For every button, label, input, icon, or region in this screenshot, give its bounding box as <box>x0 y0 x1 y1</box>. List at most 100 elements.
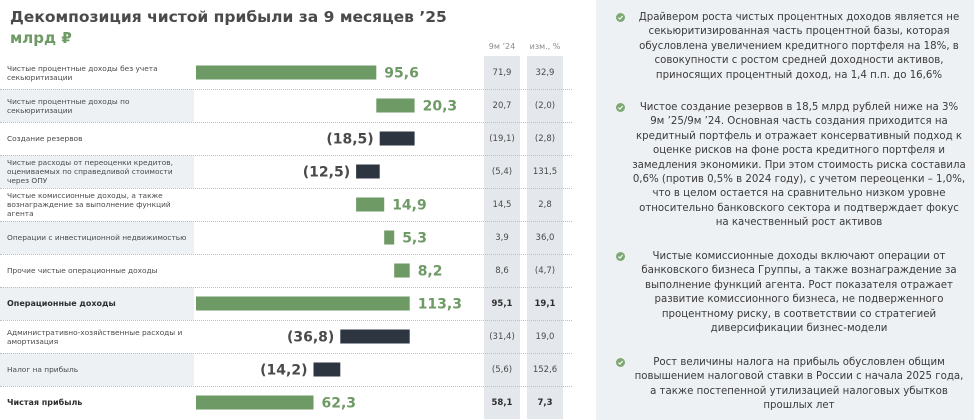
row-divider <box>0 122 572 123</box>
table-row: Создание резервов (19,1) (2,8) <box>0 122 572 155</box>
bar-9 <box>340 329 410 344</box>
change-value: 131,5 <box>527 155 563 188</box>
bar-7 <box>394 263 410 278</box>
bar-4 <box>356 164 380 179</box>
row-label-cell: Операции с инвестиционной недвижимостью <box>0 221 194 254</box>
bar-value-label: 62,3 <box>322 396 357 412</box>
row-label-cell: Чистые комиссионные доходы, а также возн… <box>0 188 194 221</box>
table-row: Административно-хозяйственные расходы и … <box>0 320 572 353</box>
row-label-cell: Чистые процентные доходы без учета секью… <box>0 56 194 89</box>
notes-panel: Драйвером роста чистых процентных доходо… <box>596 0 974 420</box>
bar-value-label: 95,6 <box>384 66 419 82</box>
row-label: Чистые процентные доходы по секьюритизац… <box>7 96 130 115</box>
row-label-cell: Прочие чистые операционные доходы <box>0 254 194 287</box>
prior-value: 20,7 <box>484 89 520 122</box>
note-item: Чистое создание резервов в 18,5 млрд руб… <box>616 101 966 231</box>
note-item: Рост величины налога на прибыль обусловл… <box>616 356 966 414</box>
row-divider <box>0 353 572 354</box>
col-header-prior: 9м ’24 <box>488 42 516 51</box>
bar-6 <box>384 230 395 245</box>
waterfall-table: Чистые процентные доходы без учета секью… <box>0 56 572 420</box>
note-item: Драйвером роста чистых процентных доходо… <box>616 11 966 83</box>
table-row: Операции с инвестиционной недвижимостью 3… <box>0 221 572 254</box>
check-bullet-icon <box>616 103 625 112</box>
bar-10 <box>313 362 341 377</box>
bar-8 <box>196 296 410 311</box>
row-label-cell: Создание резервов <box>0 122 194 155</box>
row-label-cell: Административно-хозяйственные расходы и … <box>0 320 194 353</box>
row-divider <box>0 188 572 189</box>
row-label: Налог на прибыль <box>7 365 79 374</box>
row-label: Прочие чистые операционные доходы <box>7 266 158 275</box>
row-divider <box>0 287 572 288</box>
note-text: Драйвером роста чистых процентных доходо… <box>638 12 960 81</box>
change-value: 36,0 <box>527 221 563 254</box>
change-value: (2,0) <box>527 89 563 122</box>
prior-value: (31,4) <box>484 320 520 353</box>
row-label: Чистые комиссионные доходы, а также возн… <box>7 191 171 218</box>
note-text: Чистые комиссионные доходы включают опер… <box>641 251 957 335</box>
bar-3 <box>379 131 415 146</box>
bar-2 <box>376 98 415 113</box>
prior-value: 71,9 <box>484 56 520 89</box>
bar-value-label: (14,2) <box>260 363 307 379</box>
row-label-cell: Чистая прибыль <box>0 386 194 419</box>
prior-value: (5,6) <box>484 353 520 386</box>
note-item: Чистые комиссионные доходы включают опер… <box>616 250 966 336</box>
prior-value: 58,1 <box>484 386 520 419</box>
check-bullet-icon <box>616 252 625 261</box>
change-value: (2,8) <box>527 122 563 155</box>
col-header-change: изм., % <box>529 42 561 51</box>
bar-value-label: 14,9 <box>392 198 427 214</box>
change-value: 152,6 <box>527 353 563 386</box>
bar-value-label: 20,3 <box>423 99 458 115</box>
table-row: Прочие чистые операционные доходы 8,6 (4,7… <box>0 254 572 287</box>
bar-value-label: (18,5) <box>326 132 373 148</box>
row-divider <box>0 89 572 90</box>
table-row: Чистая прибыль 58,1 7,3 <box>0 386 572 419</box>
row-label: Операционные доходы <box>7 299 116 308</box>
row-divider <box>0 155 572 156</box>
prior-value: 3,9 <box>484 221 520 254</box>
row-label-cell: Операционные доходы <box>0 287 194 320</box>
row-divider <box>0 320 572 321</box>
waterfall-chart: 95,6 20,3 (18,5) (12,5) 14,9 5,3 8,2 113,3 (36,8… <box>196 65 462 412</box>
row-divider <box>0 386 572 387</box>
row-label-cell: Чистые процентные доходы по секьюритизац… <box>0 89 194 122</box>
row-label: Создание резервов <box>7 134 83 143</box>
prior-value: 95,1 <box>484 287 520 320</box>
prior-value: (5,4) <box>484 155 520 188</box>
row-label: Чистая прибыль <box>7 398 83 407</box>
row-divider <box>0 221 572 222</box>
table-row: Чистые расходы от переоценки кредитов, о… <box>0 155 572 188</box>
change-value: 32,9 <box>527 56 563 89</box>
check-bullet-icon <box>616 13 625 22</box>
prior-value: 14,5 <box>484 188 520 221</box>
table-row: Операционные доходы 95,1 19,1 <box>0 287 572 320</box>
bar-value-label: (36,8) <box>287 330 334 346</box>
change-value: 2,8 <box>527 188 563 221</box>
row-label: Административно-хозяйственные расходы и … <box>7 327 183 346</box>
table-row: Чистые процентные доходы без учета секью… <box>0 56 572 89</box>
change-value: (4,7) <box>527 254 563 287</box>
prior-value: 8,6 <box>484 254 520 287</box>
row-label: Операции с инвестиционной недвижимостью <box>7 233 187 242</box>
change-value: 19,1 <box>527 287 563 320</box>
bar-value-label: 5,3 <box>402 231 427 247</box>
unit-label: млрд ₽ <box>10 29 72 47</box>
row-label: Чистые процентные доходы без учета секью… <box>7 63 158 82</box>
note-text: Рост величины налога на прибыль обусловл… <box>634 357 964 412</box>
row-label-cell: Налог на прибыль <box>0 353 194 386</box>
row-divider <box>0 254 572 255</box>
bar-value-label: 8,2 <box>418 264 443 280</box>
table-row: Чистые комиссионные доходы, а также возн… <box>0 188 572 221</box>
change-value: 7,3 <box>527 386 563 419</box>
table-row: Чистые процентные доходы по секьюритизац… <box>0 89 572 122</box>
bar-1 <box>196 65 377 80</box>
bar-value-label: 113,3 <box>418 297 462 313</box>
table-row: Налог на прибыль (5,6) 152,6 <box>0 353 572 386</box>
row-label: Чистые расходы от переоценки кредитов, о… <box>7 158 173 185</box>
change-value: 19,0 <box>527 320 563 353</box>
note-text: Чистое создание резервов в 18,5 млрд руб… <box>632 102 966 229</box>
page-title: Декомпозиция чистой прибыли за 9 месяцев… <box>10 8 447 26</box>
